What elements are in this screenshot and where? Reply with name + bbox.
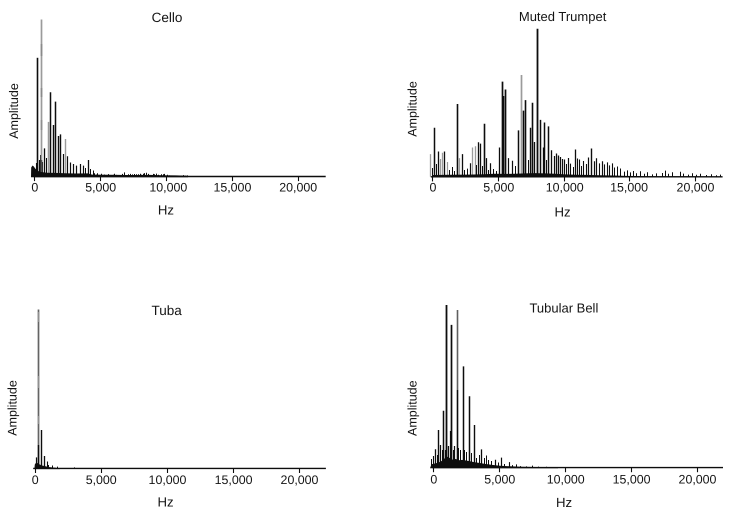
svg-text:Amplitude: Amplitude — [7, 83, 21, 139]
svg-text:15,000: 15,000 — [213, 180, 251, 194]
svg-text:5,000: 5,000 — [483, 181, 514, 195]
svg-text:Amplitude: Amplitude — [6, 380, 20, 436]
svg-text:Muted Trumpet: Muted Trumpet — [519, 9, 607, 24]
svg-text:20,000: 20,000 — [281, 473, 319, 487]
svg-text:10,000: 10,000 — [149, 180, 187, 194]
svg-text:20,000: 20,000 — [679, 473, 717, 487]
svg-text:15,000: 15,000 — [610, 181, 648, 195]
svg-text:0: 0 — [429, 181, 436, 195]
svg-text:10,000: 10,000 — [547, 473, 585, 487]
svg-text:0: 0 — [31, 180, 38, 194]
svg-text:5,000: 5,000 — [86, 473, 117, 487]
svg-text:20,000: 20,000 — [677, 181, 715, 195]
svg-text:Tuba: Tuba — [152, 303, 183, 318]
svg-text:Hz: Hz — [158, 203, 174, 218]
svg-text:5,000: 5,000 — [85, 180, 116, 194]
svg-text:10,000: 10,000 — [546, 181, 584, 195]
svg-text:5,000: 5,000 — [484, 473, 515, 487]
svg-text:Hz: Hz — [556, 495, 572, 510]
svg-text:20,000: 20,000 — [279, 180, 317, 194]
svg-text:10,000: 10,000 — [149, 473, 187, 487]
svg-text:0: 0 — [430, 473, 437, 487]
svg-text:Amplitude: Amplitude — [406, 380, 420, 436]
svg-text:Amplitude: Amplitude — [405, 81, 419, 137]
svg-text:0: 0 — [32, 473, 39, 487]
svg-text:15,000: 15,000 — [215, 473, 253, 487]
svg-text:Hz: Hz — [157, 495, 173, 510]
svg-text:Tubular Bell: Tubular Bell — [529, 300, 598, 315]
svg-text:15,000: 15,000 — [613, 473, 651, 487]
svg-text:Cello: Cello — [152, 10, 183, 25]
svg-text:Hz: Hz — [555, 204, 571, 219]
